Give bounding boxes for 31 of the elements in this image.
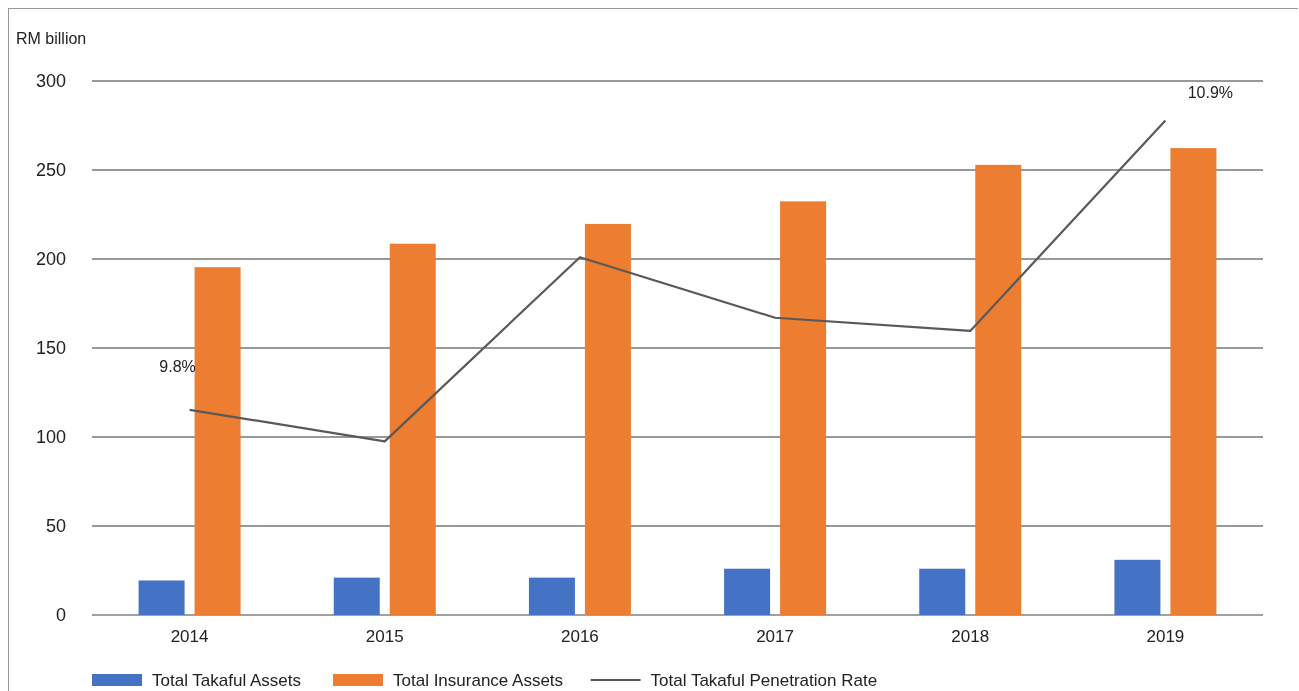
bar <box>528 577 575 615</box>
bar <box>975 164 1022 615</box>
y-tick-label: 50 <box>45 516 66 536</box>
x-tick-label: 2019 <box>1146 627 1185 646</box>
x-tick-label: 2015 <box>365 627 404 646</box>
legend-label: Total Takaful Assets <box>152 671 301 690</box>
y-tick-label: 250 <box>35 160 66 180</box>
y-tick-label: 200 <box>35 249 66 269</box>
bar <box>919 568 966 615</box>
y-tick-label: 0 <box>55 605 66 625</box>
y-tick-label: 300 <box>35 71 66 91</box>
data-label: 10.9% <box>1187 84 1234 102</box>
x-tick-label: 2014 <box>170 627 209 646</box>
bar <box>194 267 241 615</box>
legend-label: Total Takaful Penetration Rate <box>650 671 878 690</box>
legend-label: Total Insurance Assets <box>393 671 564 690</box>
y-axis-title: RM billion <box>16 30 87 47</box>
bar <box>389 243 436 615</box>
y-tick-label: 100 <box>35 427 66 447</box>
y-tick-label: 150 <box>35 338 66 358</box>
bar <box>138 580 185 615</box>
x-tick-label: 2017 <box>756 627 794 646</box>
bar <box>780 201 827 615</box>
x-tick-label: 2018 <box>951 627 990 646</box>
x-tick-label: 2016 <box>561 627 599 646</box>
bar <box>1170 148 1217 615</box>
bar <box>584 223 631 615</box>
bar <box>724 568 771 615</box>
data-label: 9.8% <box>159 357 196 375</box>
bar <box>1114 559 1161 615</box>
bar <box>333 577 380 615</box>
